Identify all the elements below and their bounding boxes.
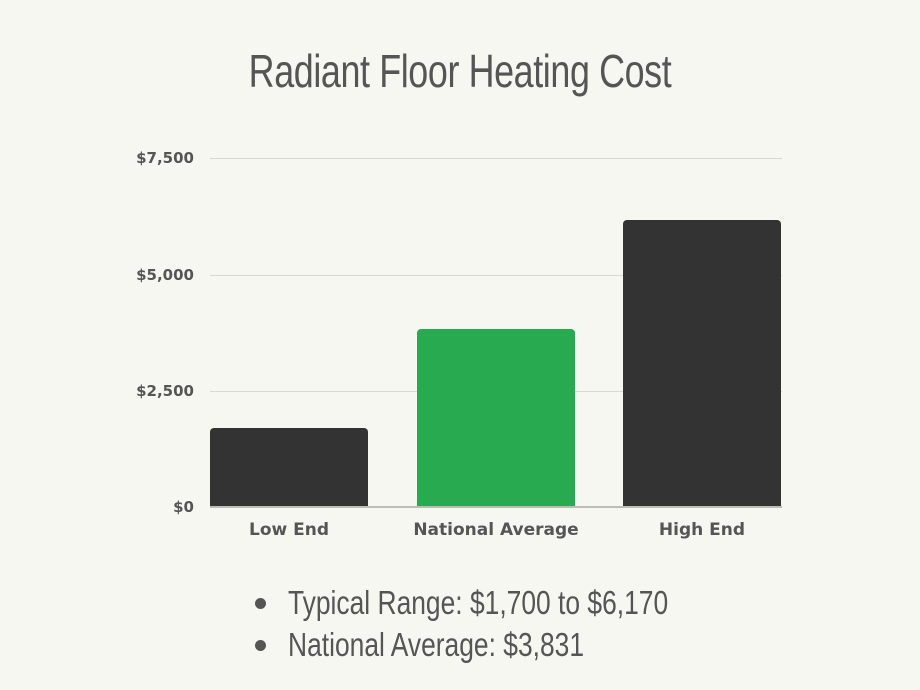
- gridline-7500: [210, 158, 782, 159]
- x-axis-baseline: [210, 506, 782, 508]
- note-national-average: National Average: $3,831: [255, 624, 763, 666]
- y-tick-7500: $7,500: [136, 149, 194, 167]
- y-tick-5000: $5,000: [136, 266, 194, 284]
- y-tick-2500: $2,500: [136, 382, 194, 400]
- note-typical-range: Typical Range: $1,700 to $6,170: [255, 582, 763, 624]
- x-label-national-average: National Average: [413, 520, 579, 540]
- x-label-low-end: Low End: [248, 520, 330, 540]
- bar-national-average: [417, 329, 575, 507]
- bullet-icon: [255, 597, 266, 609]
- cost-summary-list: Typical Range: $1,700 to $6,170 National…: [255, 582, 763, 666]
- gridline-5000: [210, 275, 782, 276]
- bar-low-end: [210, 428, 368, 507]
- y-tick-0: $0: [173, 498, 194, 516]
- bar-high-end: [623, 220, 781, 507]
- bullet-icon: [255, 639, 266, 651]
- chart-title: Radiant Floor Heating Cost: [248, 45, 672, 97]
- x-label-high-end: High End: [658, 520, 746, 540]
